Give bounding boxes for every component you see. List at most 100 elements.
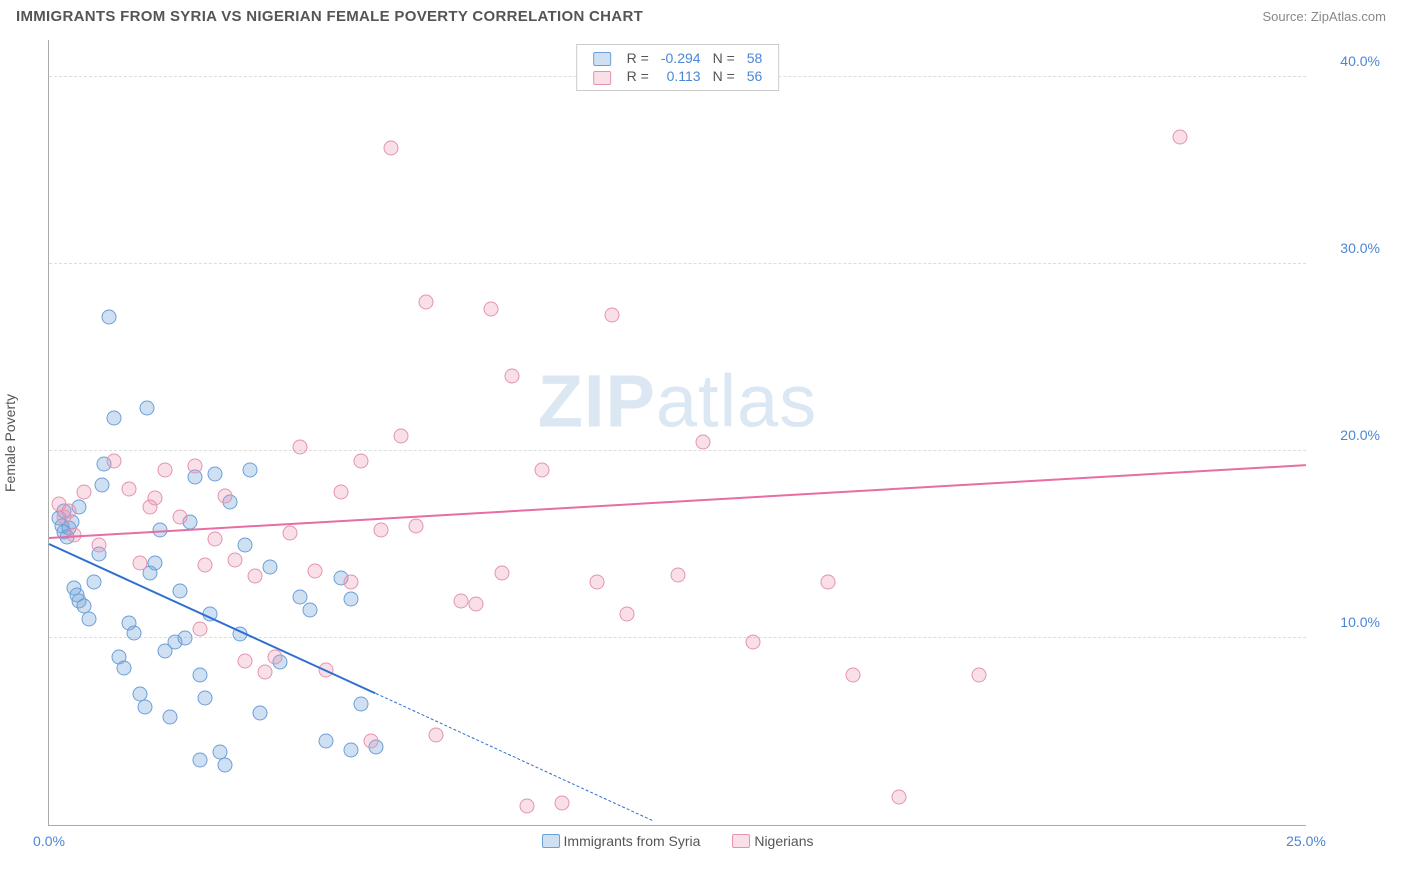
data-point xyxy=(308,563,323,578)
data-point xyxy=(383,141,398,156)
data-point xyxy=(363,733,378,748)
data-point xyxy=(353,696,368,711)
gridline xyxy=(49,263,1306,264)
data-point xyxy=(670,567,685,582)
data-point xyxy=(846,668,861,683)
data-point xyxy=(409,518,424,533)
data-point xyxy=(293,589,308,604)
plot-region: ZIPatlas R = -0.294 N = 58 R = 0.113 N =… xyxy=(48,40,1306,826)
data-point xyxy=(343,591,358,606)
n-value-syria: 58 xyxy=(741,49,769,67)
data-point xyxy=(253,705,268,720)
data-point xyxy=(263,560,278,575)
data-point xyxy=(590,575,605,590)
x-tick-label: 25.0% xyxy=(1286,833,1326,849)
data-point xyxy=(172,509,187,524)
chart-area: Female Poverty ZIPatlas R = -0.294 N = 5… xyxy=(16,34,1386,852)
data-point xyxy=(217,758,232,773)
data-point xyxy=(207,532,222,547)
n-value-nigeria: 56 xyxy=(741,67,769,85)
legend-item-nigeria: Nigerians xyxy=(732,833,813,849)
series-legend: Immigrants from Syria Nigerians xyxy=(528,833,828,851)
data-point xyxy=(469,597,484,612)
data-point xyxy=(92,537,107,552)
trend-line xyxy=(376,693,653,821)
legend-row-syria: R = -0.294 N = 58 xyxy=(587,49,769,67)
data-point xyxy=(343,743,358,758)
trend-line xyxy=(49,464,1306,539)
data-point xyxy=(695,434,710,449)
swatch-nigeria xyxy=(593,71,611,85)
data-point xyxy=(177,631,192,646)
data-point xyxy=(243,462,258,477)
swatch-syria xyxy=(593,52,611,66)
data-point xyxy=(147,556,162,571)
y-axis-label: Female Poverty xyxy=(2,394,18,492)
y-tick-label: 10.0% xyxy=(1312,614,1380,630)
data-point xyxy=(82,612,97,627)
data-point xyxy=(1173,130,1188,145)
data-point xyxy=(333,485,348,500)
data-point xyxy=(142,500,157,515)
data-point xyxy=(745,634,760,649)
swatch-syria-icon xyxy=(542,834,560,848)
watermark: ZIPatlas xyxy=(538,359,817,444)
data-point xyxy=(419,294,434,309)
data-point xyxy=(268,649,283,664)
data-point xyxy=(343,575,358,590)
swatch-nigeria-icon xyxy=(732,834,750,848)
data-point xyxy=(62,504,77,519)
data-point xyxy=(353,453,368,468)
r-value-nigeria: 0.113 xyxy=(655,67,707,85)
data-point xyxy=(107,410,122,425)
data-point xyxy=(238,537,253,552)
data-point xyxy=(87,575,102,590)
data-point xyxy=(192,752,207,767)
data-point xyxy=(429,728,444,743)
data-point xyxy=(197,690,212,705)
data-point xyxy=(494,565,509,580)
data-point xyxy=(283,526,298,541)
data-point xyxy=(393,429,408,444)
data-point xyxy=(228,552,243,567)
legend-row-nigeria: R = 0.113 N = 56 xyxy=(587,67,769,85)
r-value-syria: -0.294 xyxy=(655,49,707,67)
data-point xyxy=(117,661,132,676)
data-point xyxy=(373,522,388,537)
data-point xyxy=(891,789,906,804)
data-point xyxy=(102,309,117,324)
y-tick-label: 20.0% xyxy=(1312,427,1380,443)
legend-item-syria: Immigrants from Syria xyxy=(542,833,701,849)
data-point xyxy=(197,558,212,573)
data-point xyxy=(172,584,187,599)
data-point xyxy=(157,462,172,477)
chart-title: IMMIGRANTS FROM SYRIA VS NIGERIAN FEMALE… xyxy=(16,8,643,25)
y-tick-label: 40.0% xyxy=(1312,53,1380,69)
data-point xyxy=(454,593,469,608)
data-point xyxy=(187,459,202,474)
data-point xyxy=(238,653,253,668)
correlation-legend: R = -0.294 N = 58 R = 0.113 N = 56 xyxy=(576,44,780,91)
data-point xyxy=(318,733,333,748)
x-tick-label: 0.0% xyxy=(33,833,65,849)
data-point xyxy=(207,466,222,481)
header: IMMIGRANTS FROM SYRIA VS NIGERIAN FEMALE… xyxy=(0,0,1406,29)
data-point xyxy=(504,369,519,384)
data-point xyxy=(303,603,318,618)
trend-line xyxy=(49,543,377,694)
data-point xyxy=(217,489,232,504)
data-point xyxy=(605,307,620,322)
source-label: Source: ZipAtlas.com xyxy=(1262,9,1386,24)
data-point xyxy=(137,700,152,715)
data-point xyxy=(192,621,207,636)
data-point xyxy=(258,664,273,679)
data-point xyxy=(127,625,142,640)
data-point xyxy=(821,575,836,590)
data-point xyxy=(519,799,534,814)
data-point xyxy=(122,481,137,496)
data-point xyxy=(192,668,207,683)
data-point xyxy=(94,477,109,492)
data-point xyxy=(77,485,92,500)
data-point xyxy=(140,401,155,416)
data-point xyxy=(132,556,147,571)
